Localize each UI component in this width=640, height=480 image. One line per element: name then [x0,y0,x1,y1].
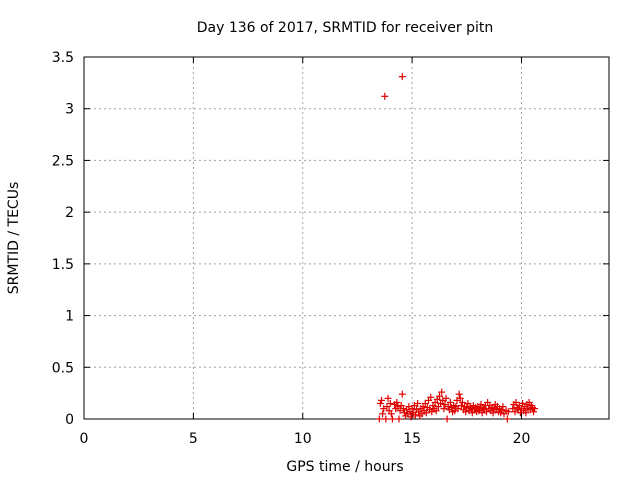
data-points [375,73,539,423]
data-point [438,388,446,396]
data-point [407,413,415,421]
data-point [442,394,450,402]
data-point [489,409,497,417]
data-point [382,415,390,423]
data-point [454,405,462,413]
data-point [462,408,470,416]
data-point [414,399,422,407]
data-point [386,399,394,407]
data-point [512,398,520,406]
data-point [394,403,402,411]
data-point [411,411,419,419]
axis-ticks: 0 5 10 15 20 0 0.5 1 1.5 2 2.5 3 3.5 [52,50,609,447]
data-point [387,410,395,418]
x-tick-label: 5 [189,431,198,447]
data-point [375,415,383,423]
y-tick-label: 3 [65,102,74,118]
data-point [422,409,430,417]
data-point [432,407,440,415]
data-point [378,396,385,404]
chart-title: Day 136 of 2017, SRMTID for receiver pit… [197,20,494,36]
y-tick-label: 2 [65,205,74,221]
y-axis-label: SRMTID / TECUs [6,182,22,295]
grid-lines [84,57,609,419]
data-point [498,406,506,414]
data-point [388,415,396,423]
x-tick-label: 20 [513,431,531,447]
x-axis-label: GPS time / hours [286,459,403,475]
x-tick-label: 0 [80,431,89,447]
data-point [393,398,401,406]
data-point [497,409,505,417]
y-tick-label: 0 [65,412,74,428]
data-point [446,398,454,406]
y-tick-label: 0.5 [52,360,74,376]
data-point [455,390,463,398]
data-point [398,73,406,81]
data-point [522,409,530,417]
x-tick-label: 10 [294,431,312,447]
y-tick-label: 1 [65,309,74,325]
data-point [443,415,451,423]
data-point [499,403,507,411]
data-point [383,403,391,411]
data-point [476,405,484,413]
data-point [456,394,464,402]
data-point [440,405,448,413]
data-point [379,410,387,418]
data-point [398,390,406,398]
data-point [530,408,538,416]
data-point [504,408,512,416]
y-tick-label: 2.5 [52,153,74,169]
data-point [376,399,384,407]
data-point [421,399,429,407]
y-tick-label: 3.5 [52,50,74,66]
data-point [531,405,539,413]
data-point [457,402,465,410]
data-point [427,393,435,401]
y-tick-label: 1.5 [52,257,74,273]
data-point [381,92,389,100]
data-point [503,415,511,423]
x-tick-label: 15 [403,431,421,447]
data-point [395,415,403,423]
data-point [384,394,392,402]
data-point [458,398,466,406]
data-point [444,403,452,411]
data-point [399,405,407,413]
plot-frame [83,56,610,420]
data-point [435,392,443,400]
